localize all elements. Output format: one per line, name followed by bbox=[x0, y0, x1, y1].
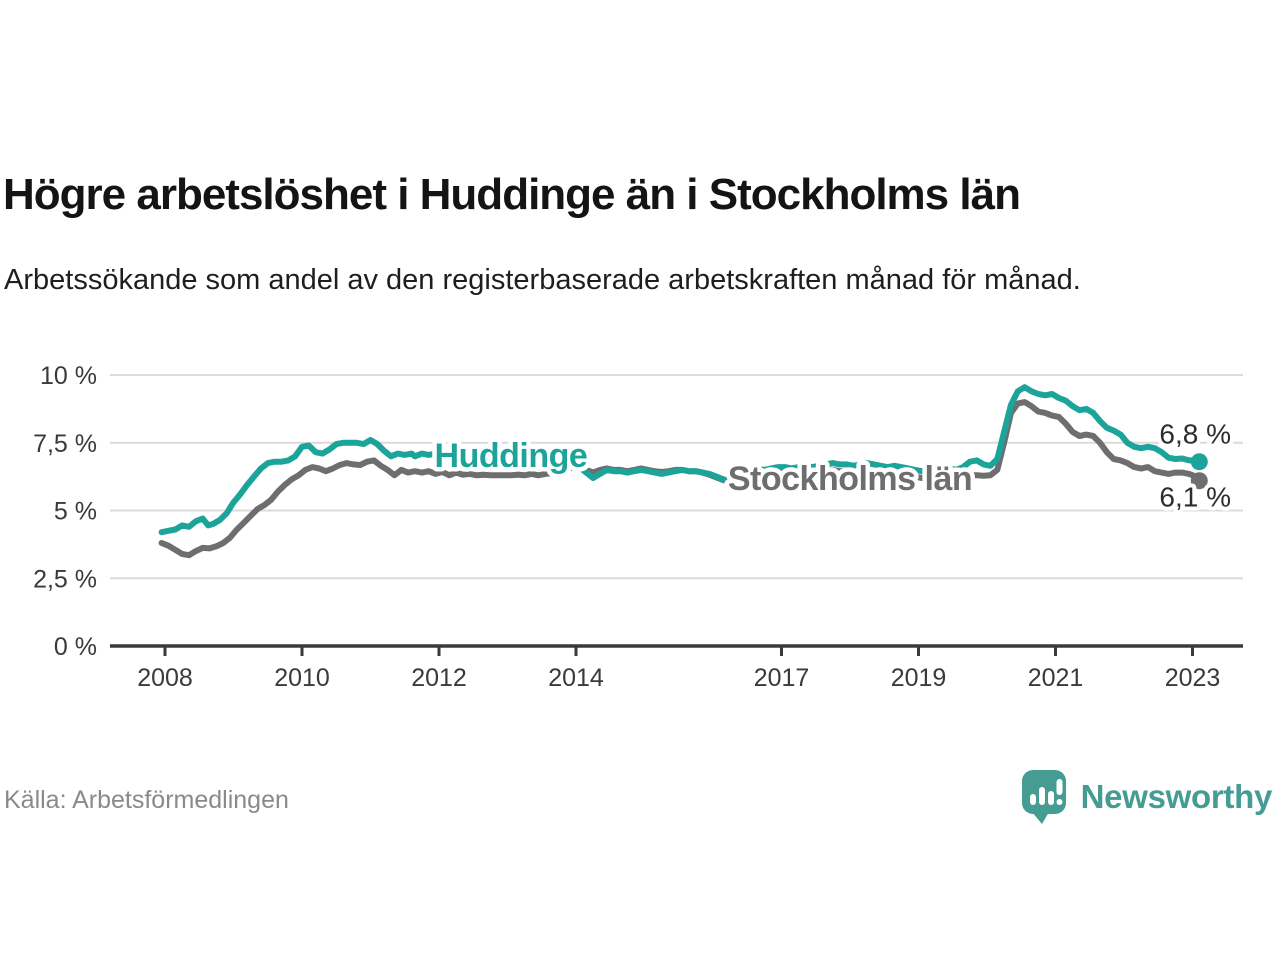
stockholm-end-dot bbox=[1190, 472, 1208, 490]
x-tick-label: 2008 bbox=[137, 664, 193, 692]
newsworthy-brand-name: Newsworthy bbox=[1080, 777, 1273, 815]
x-tick-label: 2019 bbox=[891, 664, 947, 692]
y-tick-label: 5 % bbox=[54, 498, 97, 526]
page-title: Högre arbetslöshet i Huddinge än i Stock… bbox=[3, 170, 1021, 220]
y-tick-label: 0 % bbox=[54, 633, 97, 661]
source-note: Källa: Arbetsförmedlingen bbox=[4, 786, 289, 814]
newsworthy-brand: Newsworthy bbox=[1020, 768, 1272, 825]
x-tick-label: 2014 bbox=[548, 664, 604, 692]
stockholm-end-value-label: 6,1 % bbox=[1159, 482, 1231, 513]
huddinge-series-label: Huddinge bbox=[435, 437, 588, 475]
y-tick-label: 10 % bbox=[40, 362, 97, 390]
x-tick-label: 2021 bbox=[1028, 664, 1084, 692]
huddinge-end-dot bbox=[1190, 453, 1208, 471]
newsworthy-logo-icon bbox=[1021, 770, 1066, 824]
x-tick-label: 2012 bbox=[411, 664, 467, 692]
x-tick-label: 2023 bbox=[1165, 664, 1221, 692]
huddinge-end-value-label: 6,8 % bbox=[1159, 419, 1231, 450]
x-tick-label: 2010 bbox=[274, 664, 330, 692]
y-tick-label: 7,5 % bbox=[33, 430, 97, 458]
stockholm-series-label: Stockholms län bbox=[728, 460, 972, 498]
chart-subtitle: Arbetssökande som andel av den registerb… bbox=[4, 264, 1081, 296]
x-tick-label: 2017 bbox=[754, 664, 810, 692]
stockholm-line bbox=[158, 399, 1203, 559]
y-tick-label: 2,5 % bbox=[33, 565, 97, 593]
huddinge-line bbox=[158, 384, 1203, 536]
